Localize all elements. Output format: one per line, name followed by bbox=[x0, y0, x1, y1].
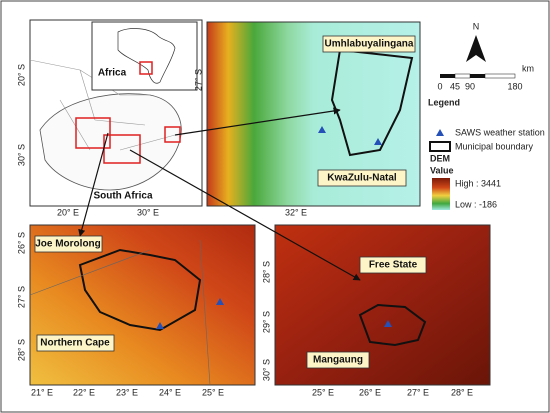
province-label: Free State bbox=[369, 260, 418, 271]
scale-tick: 180 bbox=[507, 81, 522, 91]
place-label: Mangaung bbox=[313, 355, 363, 366]
lat-tick: 28° S bbox=[261, 261, 271, 283]
municipal-boundary bbox=[358, 303, 427, 347]
province-label: Northern Cape bbox=[40, 338, 110, 349]
lon-tick: 20° E bbox=[57, 207, 79, 217]
legend-title: Legend bbox=[428, 97, 460, 107]
lon-tick: 23° E bbox=[116, 387, 138, 397]
label-box bbox=[322, 35, 416, 53]
label-box bbox=[359, 256, 427, 274]
legend-item: Municipal boundary bbox=[455, 141, 534, 151]
dem-ramp bbox=[432, 178, 450, 210]
lon-tick: 28° E bbox=[451, 387, 473, 397]
borders bbox=[29, 59, 176, 151]
link-arrow bbox=[174, 107, 341, 136]
lon-tick: 22° E bbox=[73, 387, 95, 397]
dem-high: High : 3441 bbox=[455, 178, 501, 188]
lon-tick: 25° E bbox=[202, 387, 224, 397]
scale-tick: 0 bbox=[437, 81, 442, 91]
municipal-boundary bbox=[330, 48, 414, 157]
lat-tick: 27° S bbox=[16, 286, 26, 308]
lat-tick: 26° S bbox=[16, 232, 26, 254]
nc-extent bbox=[75, 117, 111, 149]
legend-boundary bbox=[429, 141, 451, 152]
inset-extent bbox=[139, 61, 153, 75]
lon-tick: 24° E bbox=[159, 387, 181, 397]
dem-title: DEM bbox=[430, 153, 450, 163]
label-box bbox=[34, 235, 103, 253]
lat-tick: 29° S bbox=[261, 311, 271, 333]
scale-unit: km bbox=[522, 63, 534, 73]
lat-tick: 28° S bbox=[16, 339, 26, 361]
municipal-boundary bbox=[78, 248, 202, 332]
lon-tick: 32° E bbox=[285, 207, 307, 217]
legend-station bbox=[436, 129, 444, 136]
label-box bbox=[317, 169, 407, 187]
dem-low: Low : -186 bbox=[455, 199, 497, 209]
north-arrow bbox=[466, 35, 486, 62]
link-arrow bbox=[129, 149, 361, 281]
weather-station bbox=[384, 320, 392, 327]
lat-tick: 20° S bbox=[16, 64, 26, 86]
place-label: Umhlabuyalingana bbox=[325, 39, 414, 50]
province-label: KwaZulu-Natal bbox=[327, 173, 397, 184]
legend-item: SAWS weather station bbox=[455, 127, 545, 137]
lat-tick: 27° S bbox=[193, 69, 203, 91]
lon-tick: 21° E bbox=[31, 387, 53, 397]
label-box bbox=[36, 334, 115, 352]
country-label: South Africa bbox=[93, 191, 153, 202]
lon-tick: 26° E bbox=[359, 387, 381, 397]
africa-outline bbox=[117, 28, 176, 84]
lon-tick: 27° E bbox=[407, 387, 429, 397]
link-arrow bbox=[78, 132, 109, 237]
inset-label: Africa bbox=[98, 68, 127, 79]
label-box bbox=[306, 351, 370, 369]
weather-station bbox=[318, 126, 382, 145]
place-label: Joe Morolong bbox=[35, 239, 101, 250]
north-label: N bbox=[473, 21, 480, 31]
lat-tick: 30° S bbox=[261, 359, 271, 381]
value-title: Value bbox=[430, 165, 454, 175]
scale-tick: 90 bbox=[465, 81, 475, 91]
lon-tick: 30° E bbox=[137, 207, 159, 217]
lat-tick: 30° S bbox=[16, 144, 26, 166]
lon-tick: 25° E bbox=[312, 387, 334, 397]
scale-tick: 45 bbox=[450, 81, 460, 91]
